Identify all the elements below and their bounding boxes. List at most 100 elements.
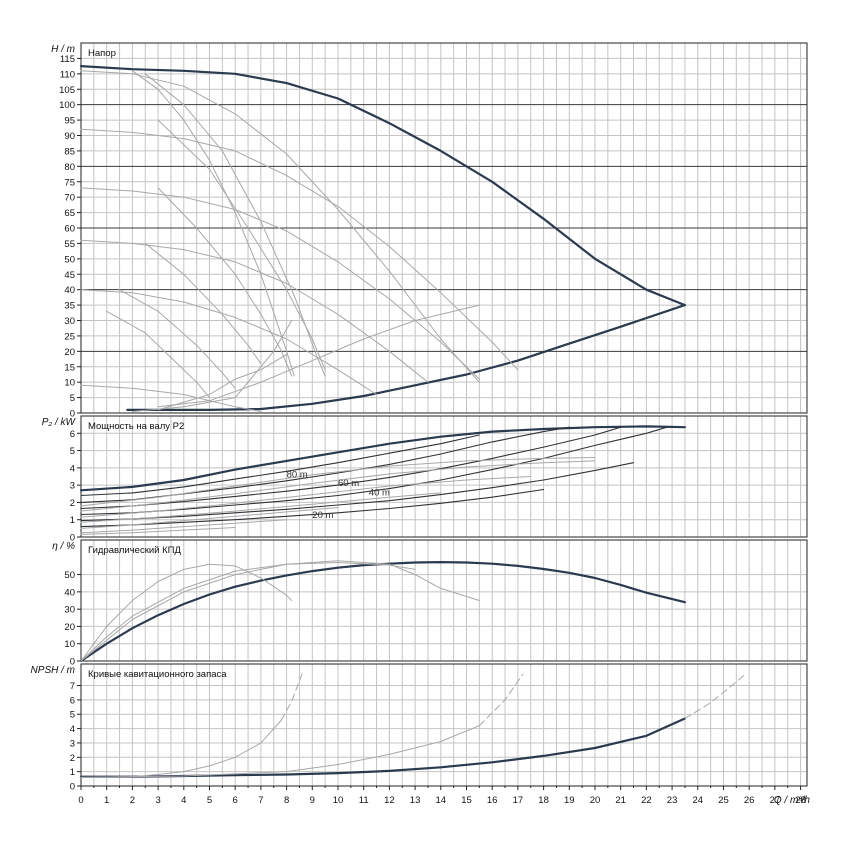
- y-tick-label: 65: [64, 208, 75, 219]
- curve-thin: [80, 507, 339, 529]
- y-tick-label: 20: [64, 347, 75, 358]
- x-tick-label: 6: [233, 795, 238, 806]
- x-tick-label: 17: [513, 795, 524, 806]
- y-tick-label: 2: [70, 498, 75, 509]
- curve-thin: [157, 304, 480, 408]
- x-axis-label: Q / m³/h: [774, 795, 811, 806]
- y-tick-label: 95: [64, 116, 75, 127]
- curve-thin: [157, 353, 288, 411]
- x-tick-label: 11: [359, 795, 369, 806]
- curve-main: [79, 425, 686, 492]
- curve-thin: [131, 320, 293, 412]
- x-tick-label: 2: [130, 795, 135, 806]
- curve-main: [79, 561, 686, 663]
- curve-dash: [281, 673, 303, 721]
- x-tick-label: 3: [155, 795, 160, 806]
- x-tick-label: 13: [410, 795, 421, 806]
- y-tick-label: 1: [70, 515, 75, 526]
- y-tick-label: 75: [64, 177, 75, 188]
- curve-thin: [80, 725, 480, 778]
- y-tick-label: 90: [64, 131, 75, 142]
- y-tick-label: 110: [60, 69, 75, 80]
- curve-main: [79, 65, 686, 307]
- curve-dark: [80, 488, 545, 528]
- y-axis-label: P₂ / kW: [42, 417, 77, 428]
- x-tick-label: 26: [744, 795, 755, 806]
- y-tick-label: 80: [64, 162, 75, 173]
- curve-thin: [80, 187, 480, 380]
- x-tick-label: 7: [258, 795, 263, 806]
- x-tick-label: 24: [692, 795, 703, 806]
- panel-frame: [80, 539, 808, 662]
- panel-title: Гидравлический КПД: [88, 545, 181, 556]
- y-tick-label: 7: [70, 681, 75, 692]
- curve-dash: [684, 675, 745, 719]
- y-tick-label: 30: [64, 316, 75, 327]
- y-tick-label: 4: [70, 463, 75, 474]
- panel-frame: [80, 42, 808, 414]
- x-tick-label: 9: [310, 795, 315, 806]
- x-tick-label: 10: [333, 795, 344, 806]
- curve-thin: [80, 492, 442, 523]
- y-tick-label: 20: [64, 622, 75, 633]
- y-tick-label: 0: [70, 533, 75, 544]
- panel-frame: [80, 663, 808, 787]
- y-tick-label: 6: [70, 429, 75, 440]
- panel-title: Напор: [88, 48, 116, 59]
- x-tick-label: 28: [795, 795, 806, 806]
- x-tick-label: 0: [78, 795, 83, 806]
- curve-main: [79, 717, 686, 778]
- curve-thin: [80, 70, 480, 383]
- curve-thin: [80, 239, 429, 383]
- x-tick-label: 12: [384, 795, 395, 806]
- y-tick-label: 4: [70, 724, 75, 735]
- curve-thin: [80, 289, 377, 395]
- curve-label: 40 m: [369, 488, 390, 499]
- y-tick-label: 15: [64, 362, 75, 373]
- y-tick-label: 0: [70, 782, 75, 793]
- curve-thin: [80, 476, 532, 518]
- curve-dark: [80, 426, 622, 510]
- y-tick-label: 40: [64, 587, 75, 598]
- y-tick-label: 35: [64, 301, 75, 312]
- y-tick-label: 3: [70, 481, 75, 492]
- curve-thin: [80, 519, 288, 534]
- panel-npsh: 0 1 2 3 4 5 6 7 NPSH / m Кривые кавитационного за…: [31, 663, 808, 793]
- y-tick-label: 6: [70, 695, 75, 706]
- curve-dark: [80, 462, 635, 522]
- curve-label: 60 m: [338, 478, 359, 489]
- y-tick-label: 0: [70, 409, 75, 420]
- y-axis-label: η / %: [52, 541, 75, 552]
- curve-main: [126, 304, 686, 411]
- x-tick-label: 14: [435, 795, 446, 806]
- y-tick-label: 5: [70, 446, 75, 457]
- y-tick-label: 5: [70, 393, 75, 404]
- y-tick-label: 105: [59, 85, 75, 96]
- curve-thin: [80, 457, 596, 507]
- curve-thin: [157, 119, 326, 371]
- panel-efficiency: 0 10 20 30 40 50 η / % Гидравлический КПД: [52, 539, 808, 668]
- curve-thin: [80, 563, 293, 662]
- curve-label: 20 m: [312, 510, 333, 521]
- curve-thin: [80, 460, 596, 512]
- x-tick-label: 1: [104, 795, 109, 806]
- y-tick-label: 100: [59, 100, 75, 111]
- x-tick-label: 8: [284, 795, 289, 806]
- y-tick-label: 3: [70, 738, 75, 749]
- x-tick-label: 20: [590, 795, 601, 806]
- y-tick-label: 5: [70, 710, 75, 721]
- x-tick-label: 19: [564, 795, 575, 806]
- y-tick-label: 25: [64, 331, 75, 342]
- x-tick-label: 5: [207, 795, 212, 806]
- panel-power: 0 1 2 3 4 5 6P₂ / kW Мощность на валу P2 80 m 60 …: [42, 415, 808, 544]
- curve-thin: [80, 128, 519, 371]
- y-axis-label: NPSH / m: [31, 665, 75, 676]
- y-tick-label: 60: [64, 224, 75, 235]
- y-tick-label: 45: [64, 270, 75, 281]
- panel-head: 0 5 10 15 20 25 30 35 40 45 50 55 60 65 70 75 80 85 90 95 10…: [51, 42, 808, 420]
- curve-thin: [80, 384, 262, 412]
- y-tick-label: 50: [64, 570, 75, 581]
- x-tick-label: 22: [641, 795, 652, 806]
- panel-title: Мощность на валу P2: [88, 421, 184, 432]
